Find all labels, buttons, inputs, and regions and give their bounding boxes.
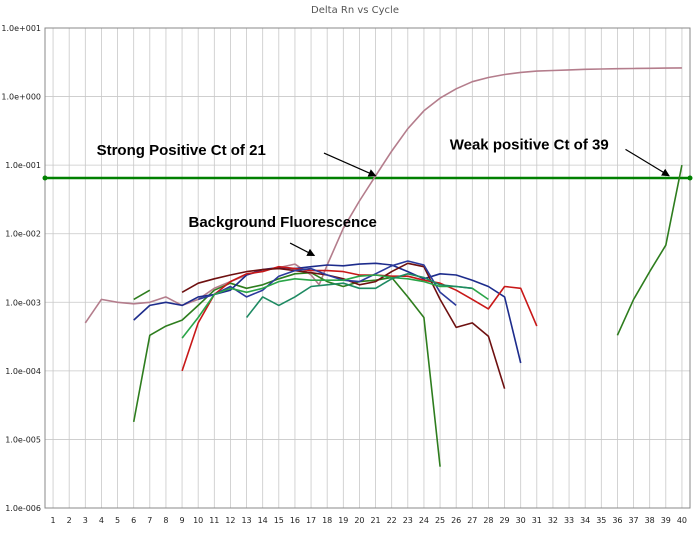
x-tick-label: 38 xyxy=(645,516,655,525)
x-tick-label: 13 xyxy=(241,516,251,525)
x-tick-label: 1 xyxy=(51,516,56,525)
amplification-curve-7 xyxy=(181,262,506,389)
x-tick-label: 21 xyxy=(370,516,380,525)
x-tick-label: 30 xyxy=(516,516,526,525)
threshold-layer xyxy=(42,175,693,181)
annotation-label-1: Strong Positive Ct of 21 xyxy=(97,142,266,159)
y-tick-label: 1.0e-004 xyxy=(5,367,41,376)
y-tick-label: 1.0e+001 xyxy=(1,24,41,33)
x-tick-label: 22 xyxy=(387,516,397,525)
x-tick-label: 29 xyxy=(499,516,509,525)
plot-frame xyxy=(44,27,691,509)
x-tick-label: 40 xyxy=(677,516,687,525)
amplification-curve-9 xyxy=(181,274,489,339)
x-tick-label: 33 xyxy=(564,516,574,525)
threshold-handle-right xyxy=(687,175,693,181)
x-tick-label: 25 xyxy=(435,516,445,525)
x-tick-label: 28 xyxy=(483,516,493,525)
x-tick-label: 2 xyxy=(67,516,72,525)
x-tick-label: 19 xyxy=(338,516,348,525)
x-tick-label: 16 xyxy=(290,516,300,525)
grid-layer xyxy=(45,27,690,509)
annotation-label-2: Weak positive Ct of 39 xyxy=(450,136,609,153)
amplification-curve-5 xyxy=(133,262,522,364)
x-tick-label: 17 xyxy=(306,516,316,525)
x-tick-label: 6 xyxy=(131,516,136,525)
x-tick-label: 20 xyxy=(354,516,364,525)
x-tick-label: 11 xyxy=(209,516,219,525)
x-tick-label: 4 xyxy=(99,516,104,525)
x-tick-label: 18 xyxy=(322,516,332,525)
annotation-arrow-1 xyxy=(323,152,377,177)
x-tick-label: 7 xyxy=(147,516,152,525)
amplification-curve-6 xyxy=(181,265,538,372)
annotation-label-3: Background Fluorescence xyxy=(189,214,377,231)
y-tick-label: 1.0e-001 xyxy=(5,161,41,170)
x-tick-label: 14 xyxy=(258,516,268,525)
x-tick-label: 24 xyxy=(419,516,429,525)
x-tick-label: 32 xyxy=(548,516,558,525)
amplification-curve-3 xyxy=(133,289,151,301)
y-tick-label: 1.0e-002 xyxy=(5,230,41,239)
amplification-curve-2 xyxy=(616,164,683,336)
y-tick-label: 1.0e-003 xyxy=(5,298,41,307)
amplification-curve-10 xyxy=(245,272,473,318)
threshold-handle-left xyxy=(42,175,48,181)
chart-title: Delta Rn vs Cycle xyxy=(311,5,399,16)
x-tick-label: 27 xyxy=(467,516,477,525)
x-tick-label: 35 xyxy=(596,516,606,525)
x-tick-label: 23 xyxy=(403,516,413,525)
x-tick-label: 26 xyxy=(451,516,461,525)
x-tick-label: 9 xyxy=(180,516,185,525)
annotation-arrow-2 xyxy=(625,148,670,177)
x-tick-label: 39 xyxy=(661,516,671,525)
amplification-curve-4 xyxy=(132,271,441,467)
x-tick-label: 34 xyxy=(580,516,590,525)
x-tick-label: 37 xyxy=(628,516,638,525)
y-tick-label: 1.0e-006 xyxy=(5,504,41,513)
y-tick-label: 1.0e-005 xyxy=(5,435,41,444)
x-tick-label: 31 xyxy=(532,516,542,525)
x-tick-label: 3 xyxy=(83,516,88,525)
x-tick-label: 12 xyxy=(225,516,235,525)
x-tick-label: 8 xyxy=(163,516,168,525)
amplification-curve-8 xyxy=(197,260,457,307)
x-tick-label: 10 xyxy=(193,516,203,525)
annotation-arrow-3 xyxy=(289,242,316,257)
x-tick-label: 36 xyxy=(612,516,622,525)
x-tick-label: 15 xyxy=(274,516,284,525)
annotation-layer: Strong Positive Ct of 21 Weak positive Ct… xyxy=(97,136,670,257)
axis-layer: 1 2 3 4 5 6 7 8 9 10 11 12 13 14 15 16 17 18 19 20 21 22 23 24 2… xyxy=(1,24,691,525)
x-tick-label: 5 xyxy=(115,516,120,525)
y-tick-label: 1.0e+000 xyxy=(1,93,41,102)
